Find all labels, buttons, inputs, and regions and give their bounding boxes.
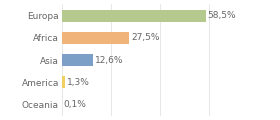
Bar	[62, 54, 93, 66]
Text: 1,3%: 1,3%	[67, 78, 90, 87]
Text: 0,1%: 0,1%	[64, 100, 87, 109]
Text: 27,5%: 27,5%	[131, 33, 160, 42]
Text: 12,6%: 12,6%	[95, 55, 123, 65]
Bar	[62, 76, 65, 88]
Bar	[62, 10, 206, 22]
Bar	[62, 32, 129, 44]
Text: 58,5%: 58,5%	[208, 11, 236, 20]
